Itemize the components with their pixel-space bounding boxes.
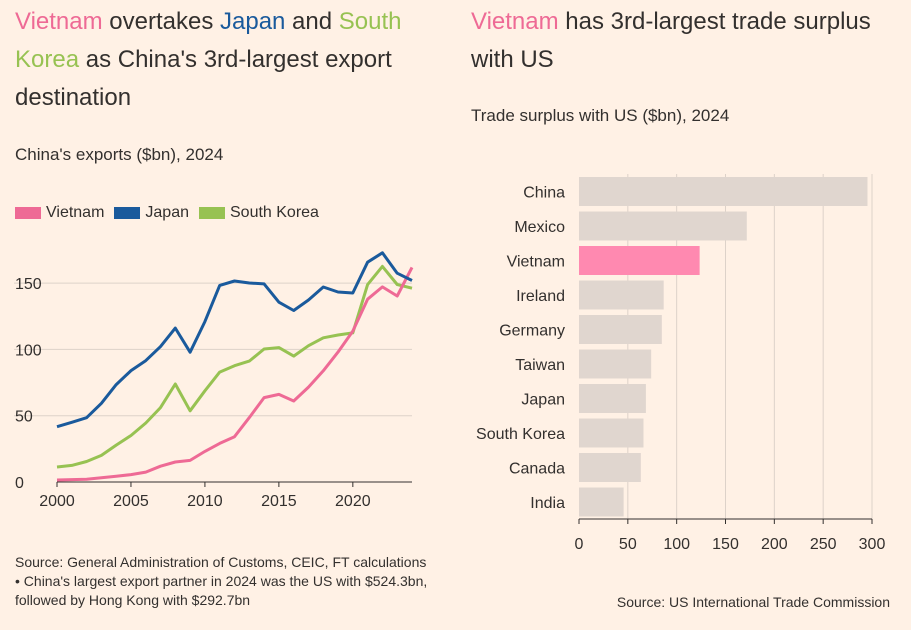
category-label: South Korea (476, 426, 565, 443)
bar-south-korea (579, 418, 644, 448)
bar-china (579, 177, 868, 206)
right-headline: Vietnam has 3rd-largest trade surplus wi… (471, 3, 891, 79)
legend-swatch (114, 207, 141, 219)
left-chart-subtitle: China's exports ($bn), 2024 (15, 145, 224, 164)
legend-item-vietnam: Vietnam (15, 204, 104, 222)
x-tick-label: 2005 (113, 493, 149, 510)
x-tick-label: 250 (810, 536, 837, 553)
right-chart-panel: Vietnam has 3rd-largest trade surplus wi… (455, 0, 911, 630)
bar-taiwan (579, 349, 652, 379)
category-label: India (530, 495, 565, 512)
right-headline-part-0: Vietnam (471, 8, 559, 35)
bar-ireland (579, 280, 664, 310)
line-chart: 0 50 100 150 2000 2005 2010 2015 2020 (14, 251, 414, 510)
x-tick-label: 100 (663, 536, 690, 553)
category-label: Taiwan (515, 357, 565, 374)
y-tick-label: 50 (15, 409, 33, 426)
legend-swatch (15, 207, 41, 219)
legend-swatch (199, 207, 225, 219)
legend-label: Japan (145, 204, 189, 221)
legend-item-japan: Japan (114, 204, 189, 222)
category-label: Ireland (516, 288, 565, 305)
category-label: Vietnam (507, 254, 565, 271)
bar-japan (579, 384, 646, 413)
left-headline-part-5: as China's 3rd-largest export destinatio… (15, 46, 392, 111)
category-label: Mexico (514, 219, 565, 236)
x-tick-label: 2020 (335, 493, 371, 510)
right-headline-part-1: has 3rd-largest trade surplus with US (471, 8, 871, 73)
category-label: Japan (521, 392, 565, 409)
left-headline: Vietnam overtakes Japan and South Korea … (15, 3, 445, 117)
left-headline-part-0: Vietnam (15, 8, 103, 35)
category-label: Canada (509, 461, 565, 478)
bar-india (579, 487, 624, 517)
x-tick-label: 300 (859, 536, 886, 553)
legend-label: South Korea (230, 204, 319, 221)
left-headline-part-4: South Korea (15, 8, 402, 73)
series-line-vietnam (56, 266, 414, 482)
category-label: Germany (499, 323, 565, 340)
bar-canada (579, 453, 641, 482)
bar-germany (579, 315, 662, 344)
left-source-note: Source: General Administration of Custom… (15, 554, 428, 608)
left-headline-part-1: overtakes (102, 8, 220, 35)
category-label: China (523, 185, 565, 202)
bar-vietnam (579, 246, 700, 275)
right-source-note: Source: US International Trade Commissio… (616, 594, 890, 610)
legend-item-south-korea: South Korea (199, 204, 319, 222)
y-tick-label: 150 (15, 276, 42, 293)
x-tick-label: 2015 (261, 493, 297, 510)
left-headline-part-2: Japan (220, 8, 286, 35)
bar-chart: China Mexico Vietnam Ireland Germany Taiwan Ja… (476, 174, 886, 553)
right-chart-subtitle: Trade surplus with US ($bn), 2024 (471, 106, 730, 125)
legend-label: Vietnam (46, 204, 105, 221)
bar-mexico (579, 211, 747, 241)
line-chart-legend: Vietnam Japan South Korea (15, 204, 329, 222)
x-tick-label: 50 (619, 536, 637, 553)
series-line-japan (56, 251, 413, 429)
x-tick-label: 200 (761, 536, 788, 553)
x-tick-label: 2010 (187, 493, 223, 510)
x-tick-label: 150 (712, 536, 739, 553)
left-chart-panel: Vietnam overtakes Japan and South Korea … (0, 0, 450, 630)
x-tick-label: 2000 (39, 493, 75, 510)
y-tick-label: 100 (15, 342, 42, 359)
y-tick-label: 0 (15, 475, 24, 492)
left-headline-part-3: and (285, 8, 339, 35)
x-tick-label: 0 (575, 536, 584, 553)
